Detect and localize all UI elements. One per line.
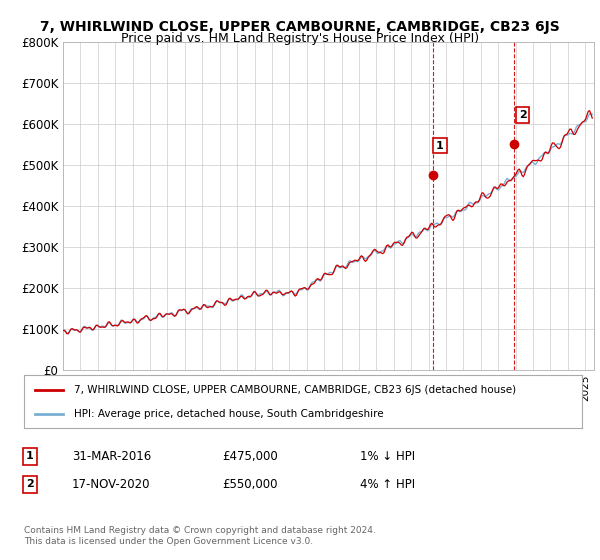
- Text: 2: 2: [26, 479, 34, 489]
- Text: 1: 1: [436, 141, 444, 151]
- Text: 7, WHIRLWIND CLOSE, UPPER CAMBOURNE, CAMBRIDGE, CB23 6JS: 7, WHIRLWIND CLOSE, UPPER CAMBOURNE, CAM…: [40, 20, 560, 34]
- Text: £475,000: £475,000: [222, 450, 278, 463]
- Text: £550,000: £550,000: [222, 478, 277, 491]
- Text: 1: 1: [26, 451, 34, 461]
- Text: 1% ↓ HPI: 1% ↓ HPI: [360, 450, 415, 463]
- Text: 2: 2: [519, 110, 526, 120]
- Text: 7, WHIRLWIND CLOSE, UPPER CAMBOURNE, CAMBRIDGE, CB23 6JS (detached house): 7, WHIRLWIND CLOSE, UPPER CAMBOURNE, CAM…: [74, 385, 517, 395]
- Text: 17-NOV-2020: 17-NOV-2020: [72, 478, 151, 491]
- Text: Contains HM Land Registry data © Crown copyright and database right 2024.
This d: Contains HM Land Registry data © Crown c…: [24, 526, 376, 546]
- Text: HPI: Average price, detached house, South Cambridgeshire: HPI: Average price, detached house, Sout…: [74, 408, 384, 418]
- Text: 4% ↑ HPI: 4% ↑ HPI: [360, 478, 415, 491]
- Text: Price paid vs. HM Land Registry's House Price Index (HPI): Price paid vs. HM Land Registry's House …: [121, 32, 479, 45]
- Text: 31-MAR-2016: 31-MAR-2016: [72, 450, 151, 463]
